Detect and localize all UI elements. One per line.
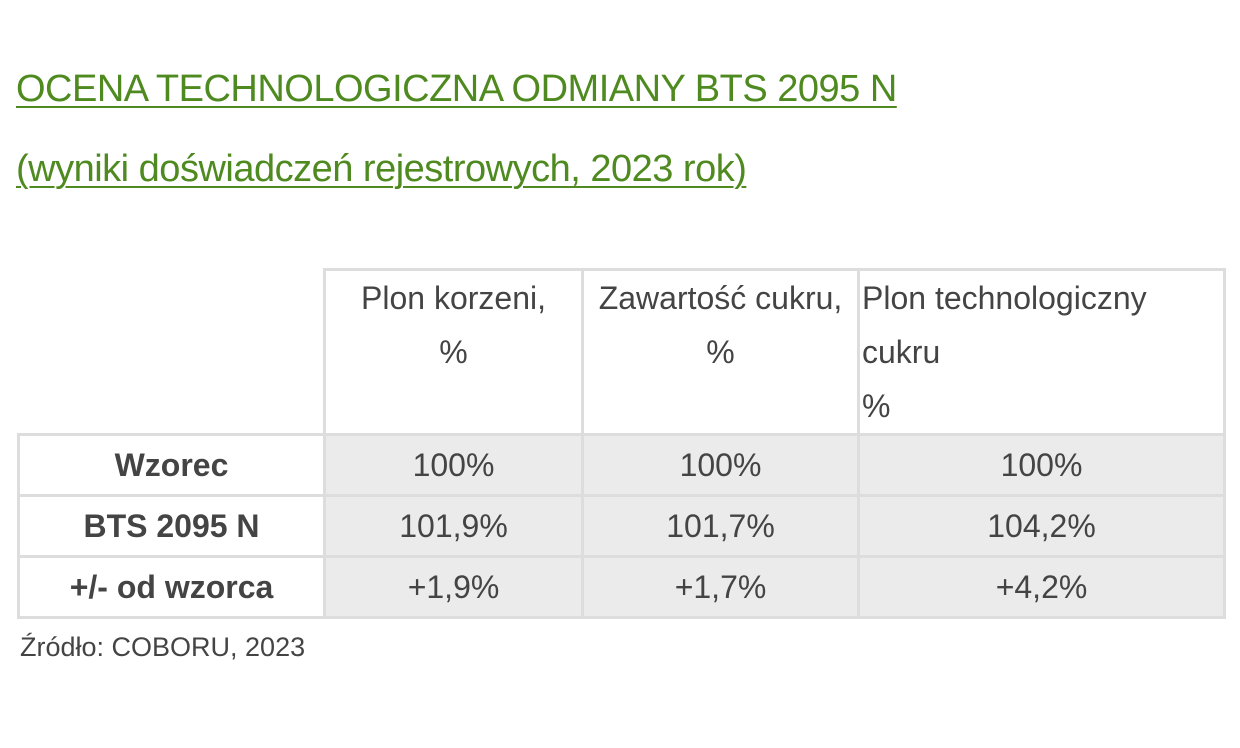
row-label: +/- od wzorca bbox=[17, 555, 326, 619]
table-row: BTS 2095 N 101,9% 101,7% 104,2% bbox=[17, 494, 1226, 558]
header-line: % bbox=[862, 388, 891, 424]
table-cell: +1,7% bbox=[581, 555, 860, 619]
table-cell: 100% bbox=[581, 433, 860, 497]
header-line: Zawartość cukru, bbox=[598, 280, 843, 316]
table-header-row: Plon korzeni, % Zawartość cukru, % Plon … bbox=[18, 268, 1226, 436]
header-plon-korzeni: Plon korzeni, % bbox=[323, 268, 584, 436]
row-label: BTS 2095 N bbox=[17, 494, 326, 558]
header-line: % bbox=[706, 334, 735, 370]
row-label: Wzorec bbox=[17, 433, 326, 497]
header-zawartosc-cukru: Zawartość cukru, % bbox=[581, 268, 860, 436]
table-cell: 100% bbox=[323, 433, 584, 497]
table-cell: 101,9% bbox=[323, 494, 584, 558]
page-subtitle: (wyniki doświadczeń rejestrowych, 2023 r… bbox=[16, 148, 747, 190]
page-title: OCENA TECHNOLOGICZNA ODMIANY BTS 2095 N bbox=[16, 68, 897, 110]
table-cell: 101,7% bbox=[581, 494, 860, 558]
header-line: cukru bbox=[862, 334, 941, 370]
table-cell: +1,9% bbox=[323, 555, 584, 619]
header-plon-technologiczny: Plon technologiczny cukru % bbox=[857, 268, 1226, 436]
table-cell: +4,2% bbox=[857, 555, 1226, 619]
table-cell: 100% bbox=[857, 433, 1226, 497]
table-row: +/- od wzorca +1,9% +1,7% +4,2% bbox=[17, 555, 1226, 619]
table-cell: 104,2% bbox=[857, 494, 1226, 558]
source-note: Źródło: COBORU, 2023 bbox=[20, 632, 306, 662]
header-line: % bbox=[439, 334, 468, 370]
header-empty-cell bbox=[18, 269, 326, 436]
table-row: Wzorec 100% 100% 100% bbox=[17, 433, 1226, 497]
results-table: Plon korzeni, % Zawartość cukru, % Plon … bbox=[17, 268, 1226, 619]
header-line: Plon korzeni, bbox=[361, 280, 546, 316]
header-line: Plon technologiczny bbox=[862, 280, 1147, 316]
